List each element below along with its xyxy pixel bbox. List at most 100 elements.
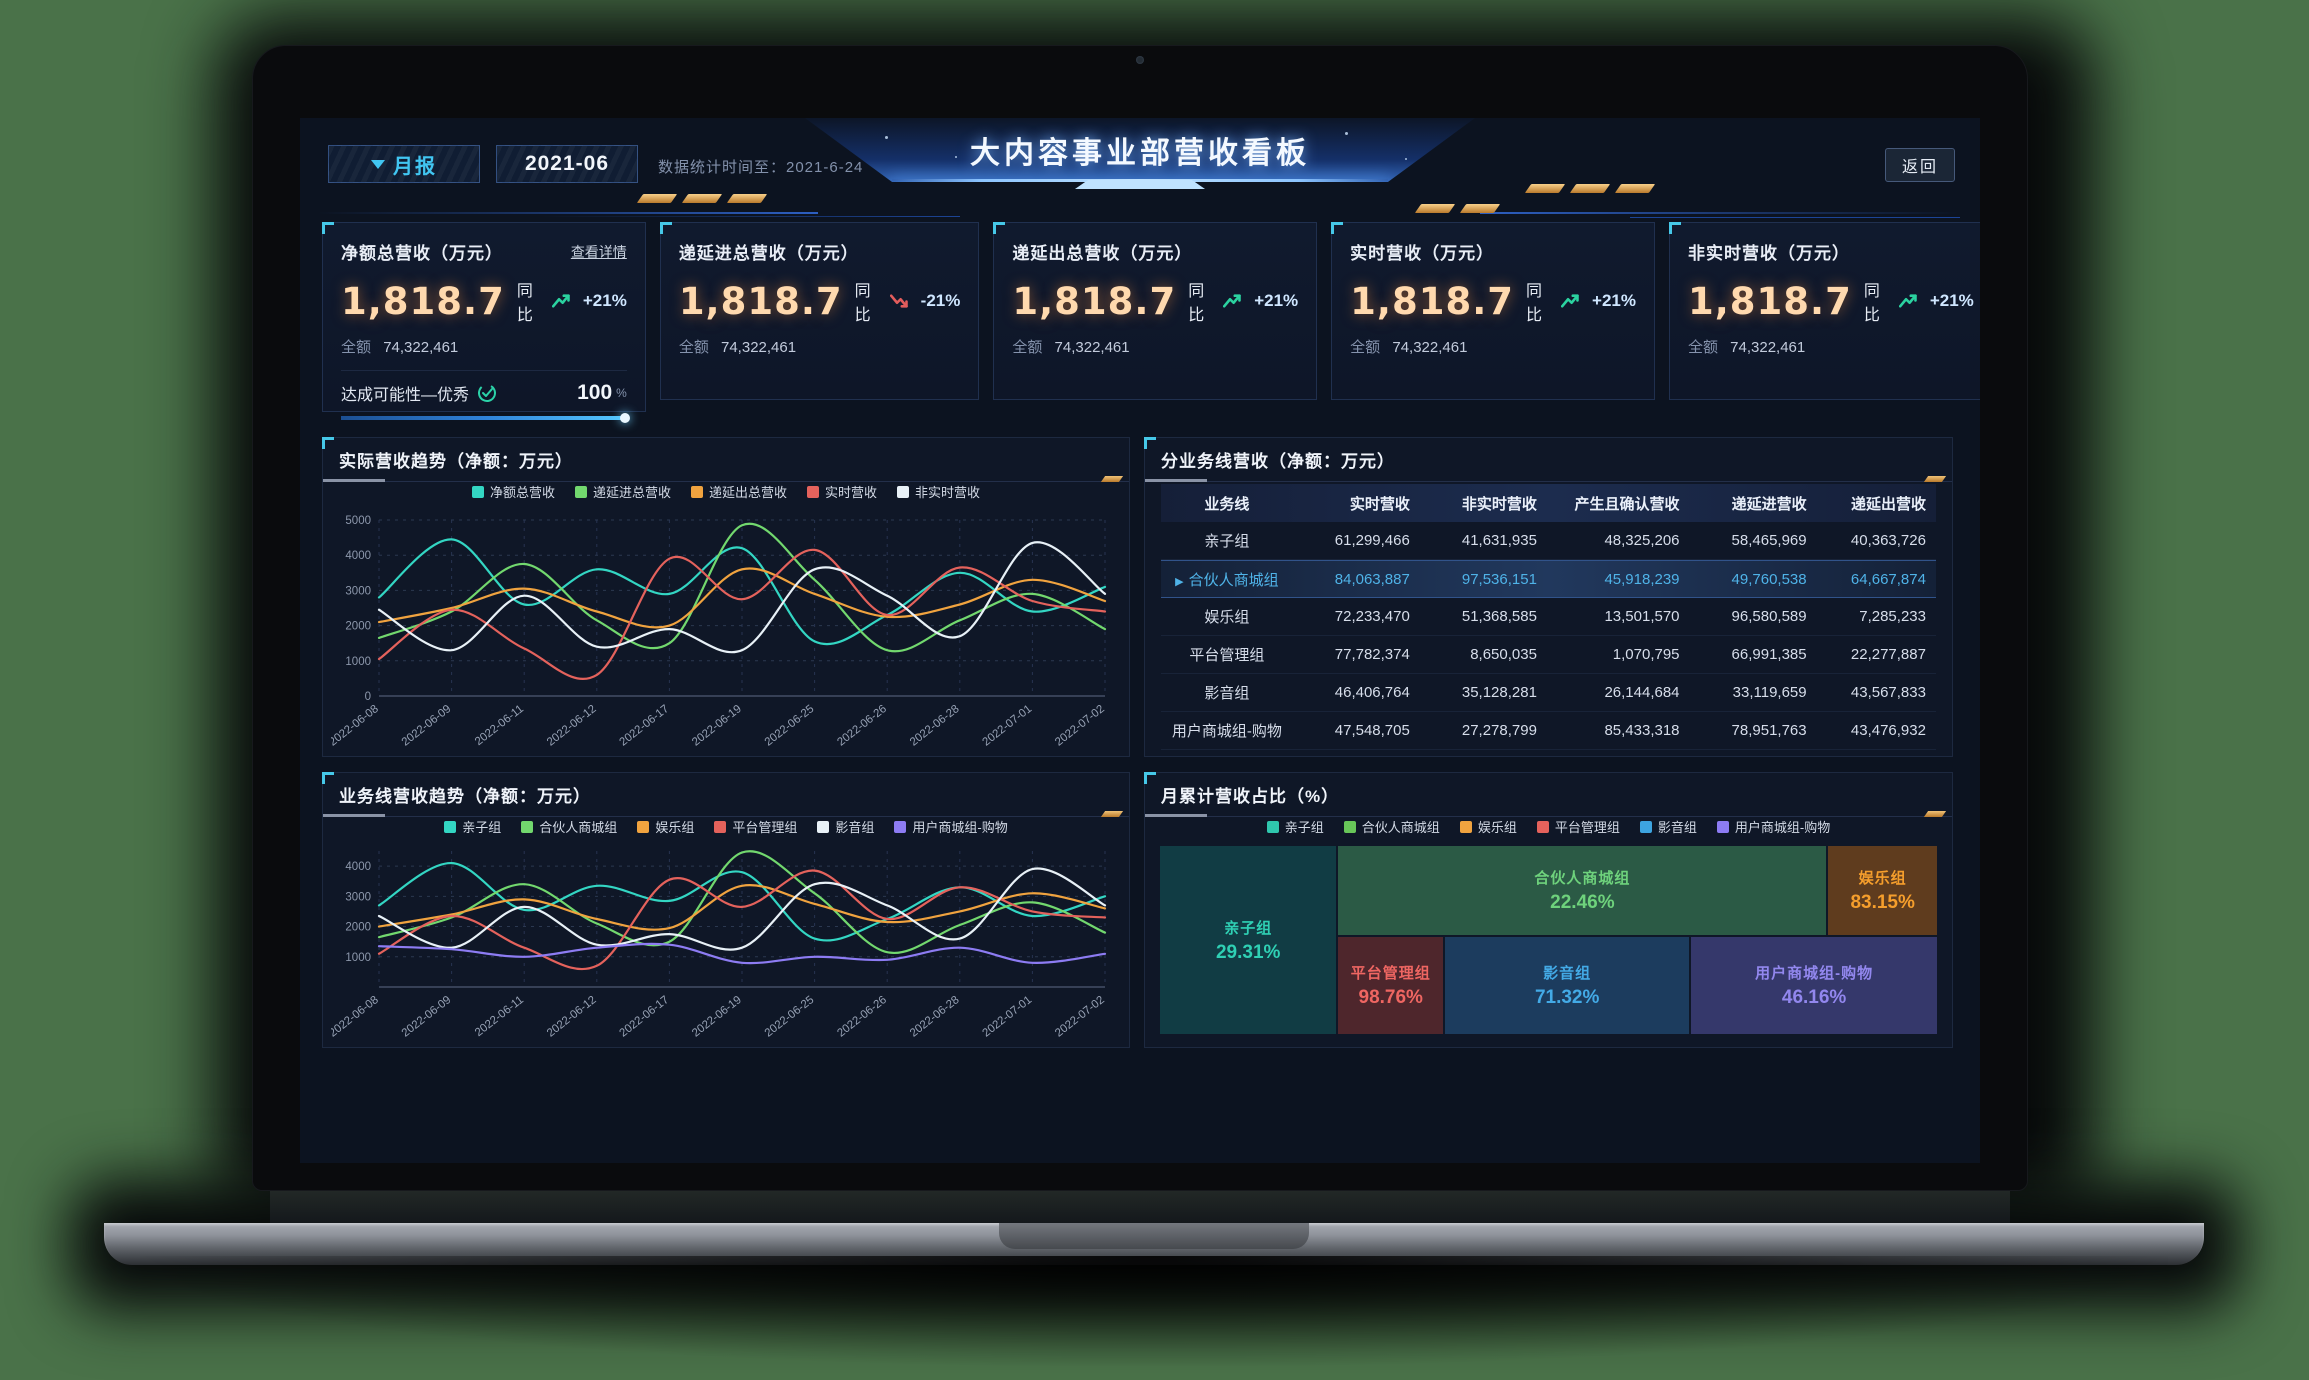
laptop-hinge bbox=[270, 1191, 2010, 1223]
floor-shadow bbox=[140, 1256, 2168, 1366]
kpi-title: 实时营收（万元） bbox=[1350, 244, 1495, 263]
table-cell: 35,128,281 bbox=[1461, 684, 1537, 701]
banner-glow-tab bbox=[1075, 180, 1205, 189]
treemap-cell[interactable]: 合伙人商城组 22.46% bbox=[1337, 845, 1828, 937]
full-amount-label: 全额 bbox=[678, 339, 709, 356]
progress-unit: % bbox=[616, 386, 627, 400]
legend-item[interactable]: 用户商城组-购物 bbox=[1716, 817, 1830, 836]
selected-row-arrow-icon: ▶ bbox=[1175, 575, 1184, 588]
table-cell: 平台管理组 bbox=[1189, 647, 1265, 664]
legend-item[interactable]: 净额总营收 bbox=[471, 482, 555, 501]
top-bar: 月报 2021-06 数据统计时间至：2021-6-24 大内容事业部营收看板 … bbox=[300, 118, 1980, 218]
kpi-title: 非实时营收（万元） bbox=[1687, 244, 1850, 263]
legend-item[interactable]: 平台管理组 bbox=[1536, 817, 1620, 836]
svg-text:2022-07-02: 2022-07-02 bbox=[1053, 994, 1107, 1040]
divider bbox=[341, 370, 627, 371]
table-cell: 娱乐组 bbox=[1204, 609, 1250, 626]
svg-text:2022-06-08: 2022-06-08 bbox=[331, 703, 381, 749]
legend-item[interactable]: 亲子组 bbox=[444, 817, 501, 836]
view-details-link[interactable]: 查看详情 bbox=[570, 243, 627, 260]
svg-text:2022-06-25: 2022-06-25 bbox=[763, 703, 817, 749]
corner-accent-icon bbox=[993, 222, 1006, 234]
table-row[interactable]: ▶ 合伙人商城组 84,063,887 97,536,151 45,918,239 49,… bbox=[1161, 560, 1936, 598]
period-selector[interactable]: 2021-06 bbox=[496, 145, 638, 183]
star-dot bbox=[885, 136, 888, 139]
legend-item[interactable]: 实时营收 bbox=[807, 482, 877, 501]
treemap-cell[interactable]: 影音组 71.32% bbox=[1444, 936, 1691, 1035]
treemap-cell[interactable]: 娱乐组 83.15% bbox=[1827, 845, 1938, 937]
amber-dashes-left bbox=[636, 194, 768, 203]
legend-item[interactable]: 用户商城组-购物 bbox=[894, 817, 1008, 836]
yoy-label: 同比 bbox=[1863, 283, 1880, 324]
legend-item[interactable]: 娱乐组 bbox=[637, 817, 694, 836]
table-row[interactable]: 影音组 46,406,764 35,128,281 26,144,684 33,119,… bbox=[1161, 674, 1936, 712]
legend-swatch bbox=[1639, 820, 1652, 833]
treemap-cell[interactable]: 平台管理组 98.76% bbox=[1337, 936, 1445, 1035]
table-row[interactable]: 娱乐组 72,233,470 51,368,585 13,501,570 96,580,… bbox=[1161, 598, 1936, 636]
treemap-cell-percent: 29.31% bbox=[1215, 941, 1281, 963]
achieve-label: 达成可能性—优秀 bbox=[341, 387, 470, 404]
legend-item[interactable]: 娱乐组 bbox=[1459, 817, 1517, 836]
trend-up-icon bbox=[1223, 294, 1242, 308]
panel-line-revenue-trend: 业务线营收趋势（净额：万元） 亲子组 合伙人商城组 娱乐组 平台管理组 影音组 用户商城组… bbox=[322, 772, 1130, 1048]
table-row[interactable]: 亲子组 61,299,466 41,631,935 48,325,206 58,465,… bbox=[1161, 522, 1936, 560]
table-cell: 13,501,570 bbox=[1604, 608, 1680, 625]
yoy-label: 同比 bbox=[1188, 283, 1205, 324]
chart-legend: 亲子组 合伙人商城组 娱乐组 平台管理组 影音组 用户商城组-购物 bbox=[323, 817, 1129, 836]
table-row[interactable]: 平台管理组 77,782,374 8,650,035 1,070,795 66,991,… bbox=[1161, 636, 1936, 674]
treemap-cell-name: 平台管理组 bbox=[1350, 965, 1431, 983]
svg-text:2022-06-19: 2022-06-19 bbox=[690, 703, 744, 749]
svg-text:2022-06-26: 2022-06-26 bbox=[835, 994, 889, 1040]
legend-item[interactable]: 影音组 bbox=[1639, 817, 1697, 836]
legend-item[interactable]: 影音组 bbox=[817, 817, 874, 836]
legend-item[interactable]: 合伙人商城组 bbox=[1343, 817, 1440, 836]
table-header-cell: 递延出营收 bbox=[1850, 495, 1926, 513]
line-chart-by-line[interactable]: 1000 2000 3000 4000 2022-06-08 2022-06-09 2022… bbox=[327, 841, 1121, 1043]
legend-swatch bbox=[897, 485, 910, 498]
table-row[interactable]: 用户商城组-购物 47,548,705 27,278,799 85,433,318 78… bbox=[1161, 712, 1936, 750]
treemap-cell[interactable]: 亲子组 29.31% bbox=[1159, 845, 1338, 1035]
table-cell: 61,299,466 bbox=[1334, 532, 1410, 549]
svg-text:3000: 3000 bbox=[345, 585, 371, 597]
decor-line-right-2 bbox=[1630, 217, 1960, 218]
kpi-title: 净额总营收（万元） bbox=[341, 244, 503, 263]
legend-swatch bbox=[521, 820, 534, 833]
table-cell: 97,536,151 bbox=[1461, 570, 1537, 588]
yoy-value: +21% bbox=[582, 291, 627, 310]
legend-item[interactable]: 平台管理组 bbox=[714, 817, 797, 836]
legend-item[interactable]: 递延进总营收 bbox=[574, 482, 671, 501]
webcam-icon bbox=[1136, 56, 1144, 64]
yoy-value: -21% bbox=[920, 291, 961, 310]
table-cell: 78,951,763 bbox=[1731, 722, 1807, 739]
legend-swatch bbox=[1716, 820, 1729, 833]
svg-text:2000: 2000 bbox=[345, 621, 371, 633]
legend-item[interactable]: 亲子组 bbox=[1266, 817, 1324, 836]
svg-text:2022-06-19: 2022-06-19 bbox=[690, 994, 744, 1040]
legend-item[interactable]: 合伙人商城组 bbox=[521, 817, 617, 836]
check-circle-icon bbox=[478, 384, 497, 402]
svg-text:2022-07-01: 2022-07-01 bbox=[981, 994, 1035, 1040]
treemap-cell-name: 亲子组 bbox=[1224, 919, 1273, 937]
table-cell: 77,782,374 bbox=[1334, 646, 1410, 663]
legend-swatch bbox=[574, 485, 587, 498]
line-chart-total-revenue[interactable]: 0 1000 2000 3000 4000 5000 2022-06-08 2022-06-0… bbox=[327, 510, 1121, 752]
trend-down-icon bbox=[889, 294, 908, 308]
legend-item[interactable]: 非实时营收 bbox=[897, 482, 980, 501]
star-dot bbox=[1405, 158, 1407, 160]
decor-line-right bbox=[1480, 212, 1958, 214]
table-cell: 26,144,684 bbox=[1604, 684, 1680, 701]
table-cell: 96,580,589 bbox=[1731, 608, 1807, 625]
legend-item[interactable]: 递延出总营收 bbox=[690, 482, 787, 501]
corner-accent-icon bbox=[322, 772, 334, 784]
yoy-value: +21% bbox=[1592, 291, 1636, 310]
treemap-cell[interactable]: 用户商城组-购物 46.16% bbox=[1690, 936, 1938, 1035]
legend-swatch bbox=[807, 485, 819, 498]
star-dot bbox=[1345, 132, 1348, 135]
back-button[interactable]: 返回 bbox=[1885, 148, 1955, 182]
chart-legend: 净额总营收 递延进总营收 递延出总营收 实时营收 非实时营收 bbox=[323, 482, 1129, 501]
kpi-value: 1,818.7 bbox=[1012, 279, 1177, 323]
report-type-dropdown[interactable]: 月报 bbox=[328, 145, 480, 183]
svg-text:3000: 3000 bbox=[345, 891, 371, 903]
kpi-value: 1,818.7 bbox=[678, 279, 843, 323]
table-cell: 64,667,874 bbox=[1850, 570, 1926, 588]
